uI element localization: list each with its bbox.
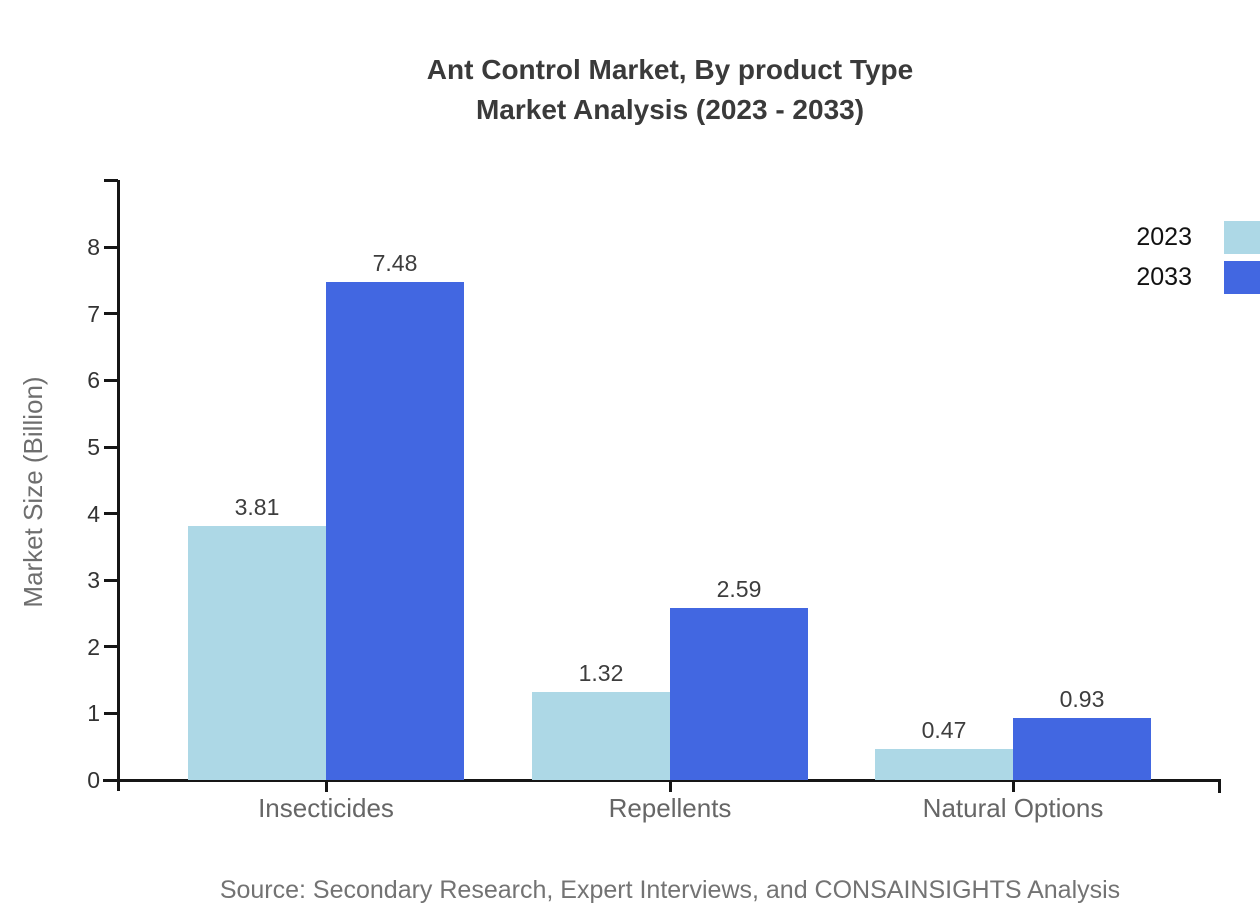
y-tick-label: 8 <box>87 234 100 261</box>
bar-2033-natural-options <box>1013 718 1151 780</box>
y-tick-label: 2 <box>87 633 100 660</box>
y-tick <box>104 645 118 649</box>
x-axis-end-cap <box>1218 780 1221 793</box>
bar-2033-insecticides <box>326 281 464 780</box>
y-tick-label: 5 <box>87 434 100 460</box>
y-tick <box>104 245 118 249</box>
y-tick-label: 6 <box>87 367 100 394</box>
value-label: 0.93 <box>1059 686 1105 713</box>
y-axis-end-cap <box>104 178 118 182</box>
category-label: Natural Options <box>922 793 1104 823</box>
y-tick <box>104 578 118 582</box>
x-tick <box>1011 780 1015 792</box>
y-tick <box>104 312 118 316</box>
chart-title-line1: Ant Control Market, By product Type <box>426 54 914 85</box>
y-axis-line <box>116 180 120 791</box>
y-tick <box>104 378 118 382</box>
y-tick <box>104 778 118 782</box>
legend-swatch-2033 <box>1224 261 1260 294</box>
x-tick <box>668 780 672 792</box>
y-tick <box>104 512 118 516</box>
y-tick-label: 3 <box>87 567 100 594</box>
y-tick-label: 1 <box>87 700 100 727</box>
legend-label-2023: 2023 <box>1136 223 1192 251</box>
category-label: Repellents <box>608 793 732 823</box>
source-attribution: Source: Secondary Research, Expert Inter… <box>219 876 1121 904</box>
y-tick-label: 0 <box>87 767 100 793</box>
x-axis-line <box>103 778 1221 782</box>
legend-label-2033: 2033 <box>1136 263 1192 291</box>
y-tick-label: 7 <box>87 300 100 327</box>
legend-swatch-2023 <box>1224 221 1260 254</box>
value-label: 2.59 <box>716 575 762 602</box>
category-label: Insecticides <box>258 793 394 823</box>
y-tick-label: 4 <box>87 500 100 527</box>
y-tick <box>104 445 118 449</box>
x-tick <box>324 780 328 792</box>
bar-2023-insecticides <box>188 526 326 780</box>
bar-2033-repellents <box>670 607 808 780</box>
chart-title-line2: Market Analysis (2023 - 2033) <box>475 94 865 125</box>
y-tick <box>104 711 118 715</box>
value-label: 7.48 <box>372 249 418 276</box>
bar-2023-natural-options <box>875 748 1013 780</box>
value-label: 1.32 <box>578 660 624 687</box>
bar-2023-repellents <box>532 692 670 780</box>
value-label: 0.47 <box>921 716 967 743</box>
value-label: 3.81 <box>234 494 280 521</box>
